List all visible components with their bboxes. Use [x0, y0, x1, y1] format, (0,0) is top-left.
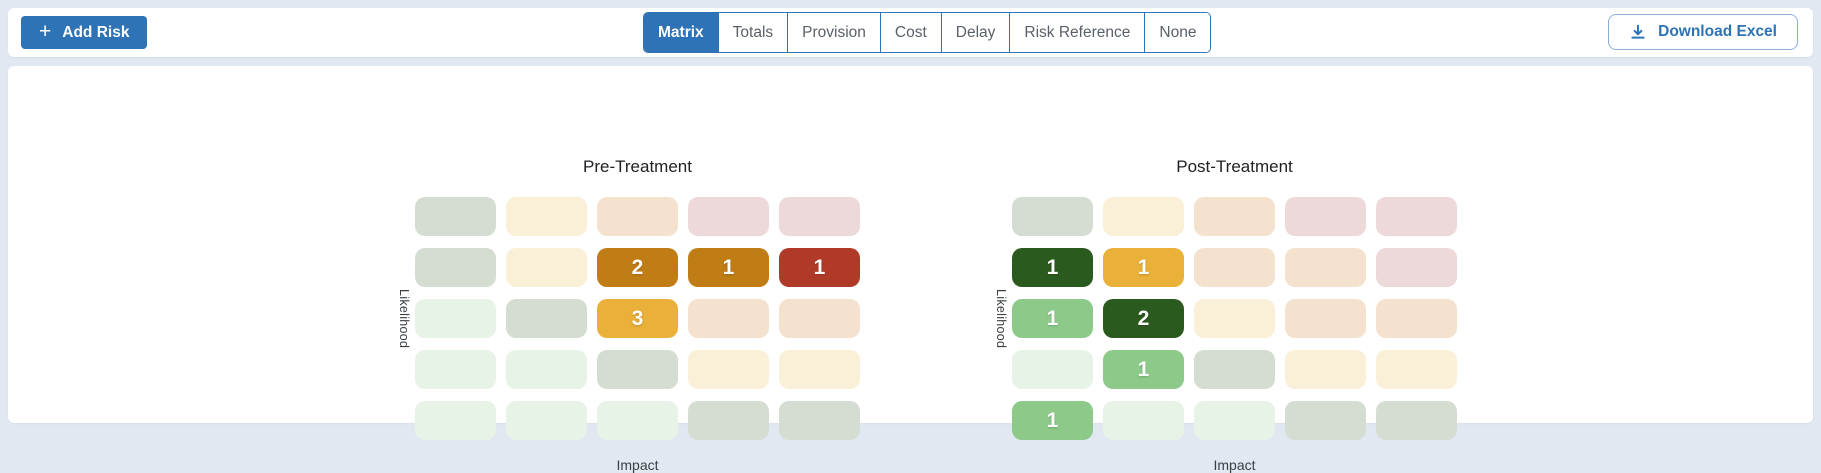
- impact-axis-label: Impact: [616, 457, 659, 473]
- matrix-cell[interactable]: [779, 350, 860, 389]
- cell-count: 1: [1046, 306, 1059, 330]
- matrix-cell[interactable]: 1: [1103, 350, 1184, 389]
- download-excel-label: Download Excel: [1658, 23, 1777, 40]
- matrix-title: Post-Treatment: [1176, 157, 1293, 176]
- download-icon: [1629, 23, 1647, 41]
- matrix-cell[interactable]: [1194, 401, 1275, 440]
- matrix-cell[interactable]: [1285, 248, 1366, 287]
- matrix-cell[interactable]: 1: [1012, 299, 1093, 338]
- likelihood-axis-label: Likelihood: [397, 288, 411, 349]
- matrix-cell[interactable]: 2: [597, 248, 678, 287]
- impact-axis-label: Impact: [1213, 457, 1256, 473]
- matrix-cell[interactable]: [415, 197, 496, 236]
- matrix-cell[interactable]: [1194, 197, 1275, 236]
- matrix-cell[interactable]: 1: [688, 248, 769, 287]
- matrix-cell[interactable]: [688, 401, 769, 440]
- matrix-cell[interactable]: [415, 350, 496, 389]
- matrix-cell[interactable]: [597, 197, 678, 236]
- tab-delay[interactable]: Delay: [940, 13, 1010, 52]
- matrix-cell[interactable]: [1285, 197, 1366, 236]
- matrix-cell[interactable]: 3: [597, 299, 678, 338]
- matrix-cell[interactable]: [506, 248, 587, 287]
- page-background: + Add Risk Matrix Totals Provision Cost Dela…: [8, 8, 1813, 473]
- matrix-cell[interactable]: [1285, 350, 1366, 389]
- cell-count: 1: [722, 255, 735, 279]
- add-risk-label: Add Risk: [62, 23, 130, 41]
- cell-count: 1: [1137, 255, 1150, 279]
- matrix-cell[interactable]: [506, 350, 587, 389]
- toolbar: + Add Risk Matrix Totals Provision Cost Dela…: [8, 8, 1813, 57]
- matrix-cell[interactable]: [506, 401, 587, 440]
- risk-grid: 2 1 1 3: [415, 197, 860, 440]
- matrix-cell[interactable]: [415, 248, 496, 287]
- matrix-cell[interactable]: [779, 401, 860, 440]
- cell-count: 1: [1137, 357, 1150, 381]
- matrix-cell[interactable]: [688, 197, 769, 236]
- tab-none[interactable]: None: [1144, 13, 1211, 52]
- matrix-cell[interactable]: [597, 401, 678, 440]
- matrix-cell[interactable]: [688, 299, 769, 338]
- matrix-cell[interactable]: [1194, 248, 1275, 287]
- cell-count: 1: [813, 255, 826, 279]
- risk-grid: 1 1 1 2 1 1: [1012, 197, 1457, 440]
- matrix-cell[interactable]: [688, 350, 769, 389]
- matrix-cell[interactable]: 1: [1012, 401, 1093, 440]
- matrix-cell[interactable]: [1012, 350, 1093, 389]
- cell-count: 2: [631, 255, 644, 279]
- matrix-cell[interactable]: [1285, 299, 1366, 338]
- matrix-cell[interactable]: 1: [779, 248, 860, 287]
- matrix-panel: Pre-Treatment Likelihood 2 1 1 3 Impact Pos…: [8, 66, 1813, 473]
- matrix-title: Pre-Treatment: [583, 157, 692, 176]
- matrix-cell[interactable]: [415, 299, 496, 338]
- plus-icon: +: [39, 20, 52, 43]
- add-risk-button[interactable]: + Add Risk: [21, 16, 148, 49]
- tab-group: Matrix Totals Provision Cost Delay Risk Refer…: [643, 12, 1212, 53]
- matrix-cell[interactable]: [1103, 197, 1184, 236]
- pre-treatment-matrix: Pre-Treatment Likelihood 2 1 1 3 Impact: [393, 156, 860, 473]
- matrix-cell[interactable]: [779, 299, 860, 338]
- matrix-cell[interactable]: 1: [1012, 248, 1093, 287]
- cell-count: 3: [631, 306, 644, 330]
- matrix-cell[interactable]: [1376, 401, 1457, 440]
- matrix-cell[interactable]: [1376, 197, 1457, 236]
- matrix-cell[interactable]: [779, 197, 860, 236]
- matrix-cell[interactable]: 2: [1103, 299, 1184, 338]
- matrix-cell[interactable]: [1376, 299, 1457, 338]
- tab-risk-reference[interactable]: Risk Reference: [1009, 13, 1145, 52]
- matrix-cell[interactable]: [1012, 197, 1093, 236]
- post-treatment-matrix: Post-Treatment Likelihood 1 1 1 2 1 1 Impact: [990, 156, 1457, 473]
- matrix-cell[interactable]: [415, 401, 496, 440]
- matrix-cell[interactable]: [1376, 350, 1457, 389]
- matrix-cell[interactable]: [1103, 401, 1184, 440]
- download-excel-button[interactable]: Download Excel: [1608, 14, 1798, 50]
- tab-totals[interactable]: Totals: [717, 13, 788, 52]
- matrix-cell[interactable]: [597, 350, 678, 389]
- matrix-cell[interactable]: [1285, 401, 1366, 440]
- tab-cost[interactable]: Cost: [879, 13, 941, 52]
- tab-matrix[interactable]: Matrix: [644, 13, 718, 52]
- cell-count: 1: [1046, 408, 1059, 432]
- matrix-cell[interactable]: [506, 197, 587, 236]
- cell-count: 1: [1046, 255, 1059, 279]
- matrix-cell[interactable]: [1376, 248, 1457, 287]
- likelihood-axis-label: Likelihood: [994, 288, 1008, 349]
- matrix-cell[interactable]: 1: [1103, 248, 1184, 287]
- tab-provision[interactable]: Provision: [787, 13, 880, 52]
- matrix-cell[interactable]: [1194, 350, 1275, 389]
- cell-count: 2: [1137, 306, 1150, 330]
- matrix-cell[interactable]: [1194, 299, 1275, 338]
- matrix-cell[interactable]: [506, 299, 587, 338]
